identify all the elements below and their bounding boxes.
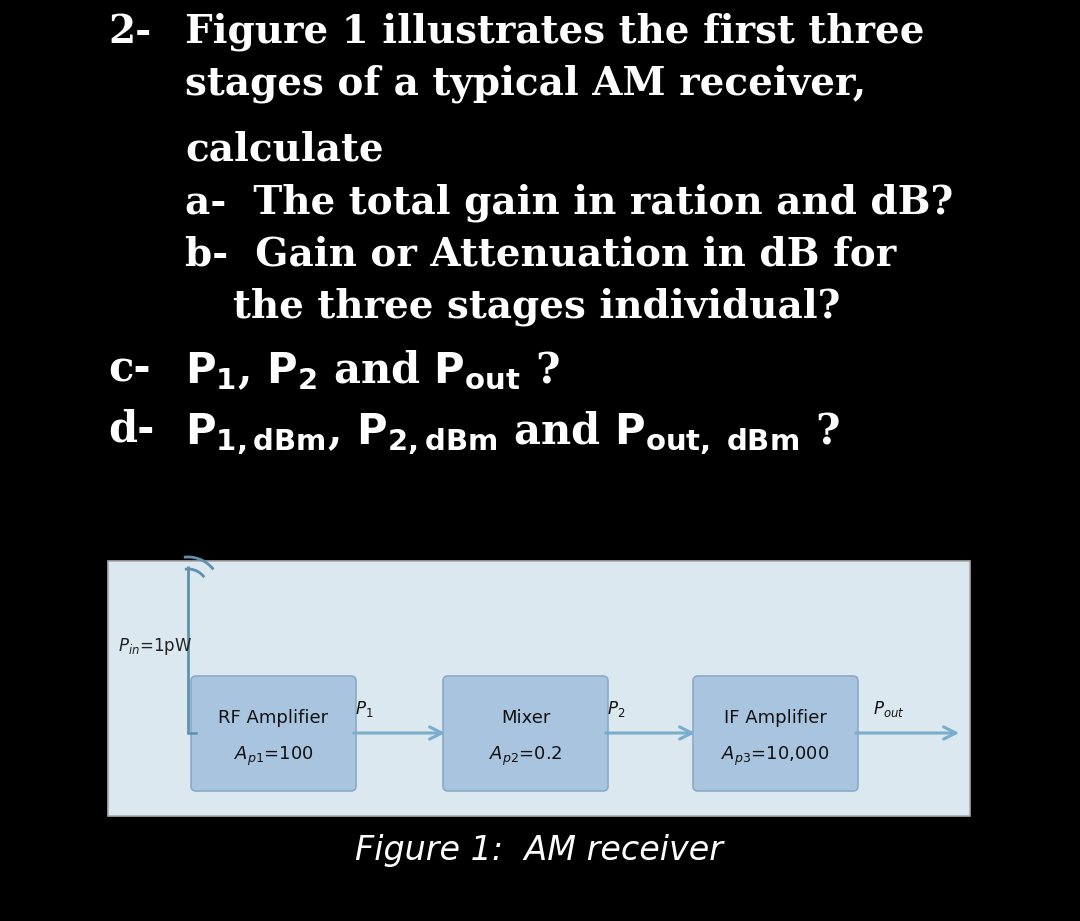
Text: calculate: calculate xyxy=(185,131,383,169)
Text: $A_{p2}$=0.2: $A_{p2}$=0.2 xyxy=(489,745,562,768)
FancyBboxPatch shape xyxy=(693,676,858,791)
Text: $P_{out}$: $P_{out}$ xyxy=(873,699,904,719)
Text: Figure 1:  AM receiver: Figure 1: AM receiver xyxy=(355,834,723,867)
Text: $\mathbf{P_1}$, $\mathbf{P_2}$ and $\mathbf{P_{out}}$ ?: $\mathbf{P_1}$, $\mathbf{P_2}$ and $\mat… xyxy=(185,349,559,392)
Text: $A_{p1}$=100: $A_{p1}$=100 xyxy=(233,745,313,768)
FancyBboxPatch shape xyxy=(108,561,970,816)
Text: a-  The total gain in ration and dB?: a- The total gain in ration and dB? xyxy=(185,183,954,221)
Text: $\mathbf{P_{1,dBm}}$, $\mathbf{P_{2,dBm}}$ and $\mathbf{P_{out,\ dBm}}$ ?: $\mathbf{P_{1,dBm}}$, $\mathbf{P_{2,dBm}… xyxy=(185,409,840,457)
Text: Figure 1 illustrates the first three: Figure 1 illustrates the first three xyxy=(185,13,924,52)
Text: 2-: 2- xyxy=(108,13,151,51)
Text: RF Amplifier: RF Amplifier xyxy=(218,709,328,727)
Text: $P_{in}$=1pW: $P_{in}$=1pW xyxy=(118,636,192,657)
Text: b-  Gain or Attenuation in dB for: b- Gain or Attenuation in dB for xyxy=(185,235,896,273)
Text: d-: d- xyxy=(108,409,154,451)
Text: $P_2$: $P_2$ xyxy=(607,699,625,719)
Text: $P_1$: $P_1$ xyxy=(355,699,374,719)
Text: the three stages individual?: the three stages individual? xyxy=(233,287,840,325)
Text: Mixer: Mixer xyxy=(501,709,550,727)
Text: IF Amplifier: IF Amplifier xyxy=(724,709,827,727)
Text: c-: c- xyxy=(108,349,150,391)
Text: $A_{p3}$=10,000: $A_{p3}$=10,000 xyxy=(721,745,829,768)
Text: stages of a typical AM receiver,: stages of a typical AM receiver, xyxy=(185,65,866,103)
FancyBboxPatch shape xyxy=(443,676,608,791)
FancyBboxPatch shape xyxy=(191,676,356,791)
